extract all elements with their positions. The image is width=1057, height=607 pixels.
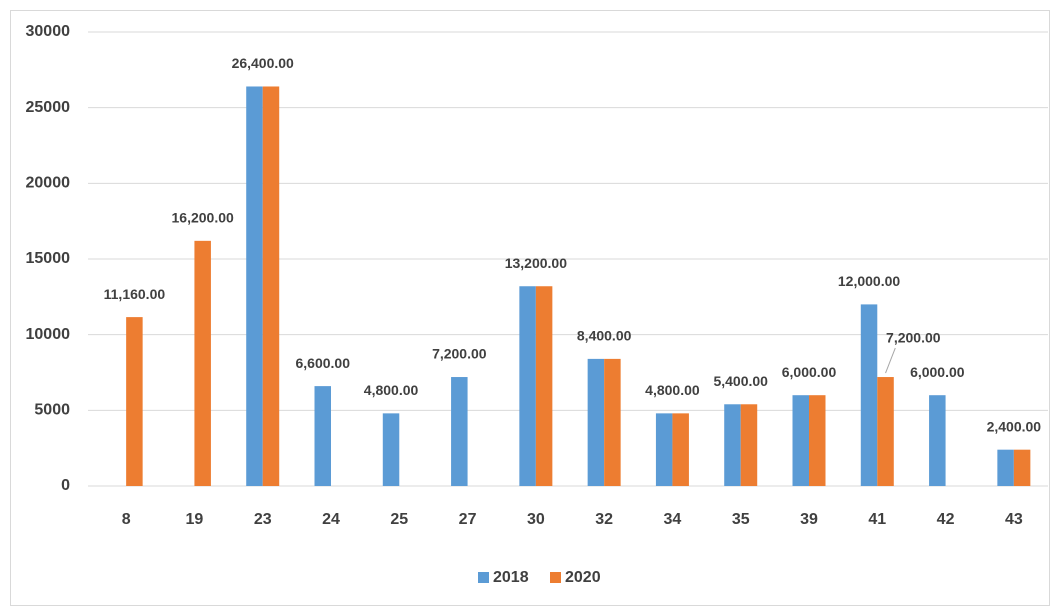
x-tick-label: 23 [254, 511, 272, 528]
y-tick-label: 25000 [26, 99, 71, 116]
bar [262, 86, 280, 486]
value-label: 12,000.00 [838, 273, 900, 289]
y-tick-label: 5000 [34, 402, 70, 419]
x-tick-label: 25 [390, 511, 408, 528]
bar [860, 304, 878, 486]
value-label: 7,200.00 [432, 346, 487, 362]
value-label: 6,600.00 [296, 355, 351, 371]
legend-label: 2018 [493, 569, 529, 586]
y-tick-label: 30000 [26, 23, 71, 40]
bar [314, 386, 331, 486]
bar [792, 395, 809, 486]
bar [604, 358, 621, 486]
x-tick-label: 34 [664, 511, 682, 528]
value-label: 11,160.00 [104, 286, 166, 302]
bar [997, 449, 1014, 486]
value-label: 26,400.00 [232, 55, 294, 71]
bar [519, 286, 536, 486]
x-tick-label: 32 [595, 511, 613, 528]
x-tick-label: 35 [732, 511, 750, 528]
legend-label: 2020 [565, 569, 601, 586]
y-tick-label: 10000 [26, 326, 71, 343]
legend-swatch [478, 572, 489, 583]
bar [740, 404, 758, 486]
bar [535, 286, 553, 486]
value-label: 6,000.00 [782, 364, 837, 380]
x-tick-label: 8 [122, 511, 131, 528]
x-tick-label: 24 [322, 511, 340, 528]
legend-swatch [550, 572, 561, 583]
bar [672, 413, 689, 486]
x-tick-label: 42 [937, 511, 955, 528]
y-tick-label: 15000 [26, 250, 71, 267]
value-label: 4,800.00 [364, 382, 419, 398]
bar [126, 317, 143, 486]
y-tick-label: 20000 [26, 175, 71, 192]
bar [246, 86, 263, 486]
bar [724, 404, 741, 486]
x-tick-label: 30 [527, 511, 545, 528]
bar [194, 240, 211, 486]
value-label: 16,200.00 [172, 210, 234, 226]
value-label: 2,400.00 [987, 418, 1042, 434]
bar [1013, 449, 1031, 486]
value-label: 4,800.00 [645, 382, 700, 398]
value-label: 5,400.00 [713, 373, 768, 389]
bar [809, 395, 826, 486]
bar [877, 377, 894, 486]
value-label: 8,400.00 [577, 328, 632, 344]
bar [382, 413, 400, 486]
bar [929, 395, 946, 486]
value-label: 13,200.00 [505, 255, 567, 271]
x-tick-label: 43 [1005, 511, 1023, 528]
bar [451, 377, 468, 486]
x-tick-label: 27 [459, 511, 477, 528]
bar [587, 358, 605, 486]
value-label: 7,200.00 [886, 330, 941, 346]
x-tick-label: 41 [868, 511, 886, 528]
leader-line [885, 347, 896, 374]
value-label: 6,000.00 [910, 364, 965, 380]
bar [655, 413, 673, 486]
x-tick-label: 19 [186, 511, 204, 528]
x-tick-label: 39 [800, 511, 818, 528]
y-tick-label: 0 [61, 477, 70, 494]
